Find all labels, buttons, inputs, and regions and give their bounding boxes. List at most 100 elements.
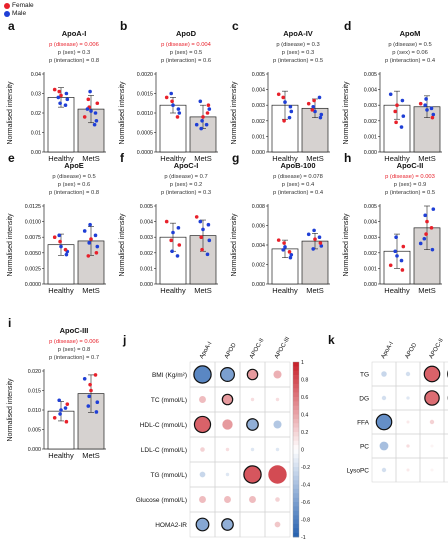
data-point bbox=[207, 238, 212, 243]
correlation-circle bbox=[250, 447, 255, 452]
y-tick-label: 0.002 bbox=[252, 263, 265, 269]
correlation-circle bbox=[200, 447, 205, 452]
data-point bbox=[87, 241, 91, 245]
y-tick-label: 0.004 bbox=[364, 220, 377, 226]
colorbar-tick-label: 1 bbox=[301, 360, 304, 366]
data-point bbox=[425, 219, 429, 224]
data-point bbox=[89, 109, 93, 113]
colorbar-segment bbox=[293, 532, 299, 538]
panel-letter: e bbox=[8, 151, 15, 165]
correlation-circle bbox=[423, 365, 441, 383]
data-point bbox=[201, 115, 205, 119]
data-point bbox=[63, 247, 68, 252]
colorbar-segment bbox=[293, 480, 299, 485]
correlation-circle bbox=[221, 518, 234, 531]
stat-line: p (disease) = 0.006 bbox=[49, 42, 99, 48]
stat-line: p (disease) = 0.5 bbox=[388, 42, 431, 48]
data-point bbox=[169, 238, 173, 243]
panel-title: ApoB-100 bbox=[280, 161, 315, 170]
x-tick-label: MetS bbox=[306, 154, 324, 163]
y-axis-label: Normalised intensity bbox=[7, 213, 14, 277]
panel-c: c ApoA-IV p (disease) = 0.3 p (sex) = 0.3 p … bbox=[231, 19, 330, 163]
data-point bbox=[94, 251, 99, 255]
correlation-circle bbox=[225, 472, 230, 477]
row-label: LDL-C (mmol/L) bbox=[141, 447, 187, 454]
correlation-circle bbox=[405, 371, 411, 377]
y-tick-label: 0.015 bbox=[28, 389, 41, 395]
colorbar-tick-label: -0.4 bbox=[301, 483, 310, 489]
colorbar-tick-label: 0.6 bbox=[301, 395, 308, 401]
data-point bbox=[94, 119, 99, 123]
panel-title: ApoD bbox=[176, 29, 197, 38]
data-point bbox=[175, 254, 180, 258]
correlation-circle bbox=[222, 419, 233, 430]
data-point bbox=[164, 219, 169, 224]
data-point bbox=[283, 245, 287, 249]
stat-line: p (disease) = 0.004 bbox=[161, 42, 212, 48]
data-point bbox=[394, 235, 398, 239]
colorbar-tick-label: -1 bbox=[301, 535, 306, 541]
colorbar-segment bbox=[293, 410, 299, 415]
y-tick-label: 0.03 bbox=[31, 92, 41, 98]
row-label: TG bbox=[360, 372, 369, 379]
panel-letter: d bbox=[344, 19, 351, 33]
y-tick-label: 0.0005 bbox=[137, 131, 153, 137]
panel-letter: i bbox=[8, 316, 11, 330]
correlation-circle bbox=[221, 393, 234, 406]
colorbar-segment bbox=[293, 405, 299, 411]
correlation-circle bbox=[406, 420, 410, 424]
data-point bbox=[281, 248, 286, 252]
sex-legend: Female Male bbox=[4, 2, 34, 18]
x-tick-label: MetS bbox=[194, 154, 212, 163]
data-point bbox=[430, 247, 435, 252]
data-point bbox=[311, 247, 316, 251]
stat-line: p (disease) = 0.003 bbox=[385, 174, 435, 180]
colorbar-segment bbox=[293, 414, 299, 420]
data-point bbox=[194, 215, 199, 219]
data-point bbox=[201, 227, 205, 232]
data-point bbox=[430, 115, 435, 120]
y-tick-label: 0.04 bbox=[31, 72, 41, 78]
legend-male: Male bbox=[4, 10, 34, 18]
data-point bbox=[311, 104, 316, 109]
panel-g: g ApoB-100 p (disease) = 0.078 p (sex) = 0.… bbox=[231, 151, 330, 295]
x-tick-label: MetS bbox=[82, 451, 100, 460]
male-dot-icon bbox=[4, 11, 10, 17]
correlation-circle bbox=[195, 517, 210, 532]
data-point bbox=[52, 235, 57, 239]
grid-cell bbox=[443, 433, 448, 459]
colorbar-segment bbox=[293, 462, 299, 468]
data-point bbox=[393, 109, 398, 114]
colorbar-segment bbox=[293, 401, 299, 407]
panel-i: i ApoC-III p (disease) = 0.006 p (sex) = 0.… bbox=[7, 316, 106, 460]
y-tick-label: 0.0050 bbox=[25, 251, 41, 257]
data-point bbox=[95, 400, 100, 405]
data-point bbox=[194, 122, 199, 127]
y-tick-label: 0.002 bbox=[252, 119, 265, 125]
panel-title: ApoE bbox=[64, 161, 84, 170]
colorbar-tick-label: 0.2 bbox=[301, 430, 308, 436]
stat-line: p (disease) = 0.5 bbox=[52, 174, 95, 180]
data-point bbox=[205, 252, 210, 257]
data-point bbox=[88, 382, 92, 387]
y-tick-label: 0.010 bbox=[28, 408, 41, 414]
correlation-circle bbox=[406, 396, 410, 400]
panel-letter: j bbox=[122, 333, 126, 347]
data-point bbox=[394, 120, 398, 125]
data-point bbox=[171, 230, 175, 235]
x-tick-label: Healthy bbox=[48, 286, 74, 295]
y-tick-label: 0.004 bbox=[252, 243, 265, 249]
y-tick-label: 0.001 bbox=[252, 134, 265, 140]
x-tick-label: Healthy bbox=[272, 286, 298, 295]
data-point bbox=[171, 103, 175, 107]
correlation-circle bbox=[243, 465, 262, 484]
data-point bbox=[424, 97, 428, 101]
stat-line: p (interaction) = 0.5 bbox=[385, 190, 435, 196]
panel-letter: a bbox=[8, 19, 15, 33]
data-point bbox=[88, 89, 92, 94]
data-point bbox=[395, 254, 399, 258]
y-tick-label: 0.005 bbox=[364, 72, 377, 78]
y-tick-label: 0.002 bbox=[140, 251, 153, 257]
data-point bbox=[170, 99, 174, 104]
y-tick-label: 0.004 bbox=[252, 88, 265, 94]
